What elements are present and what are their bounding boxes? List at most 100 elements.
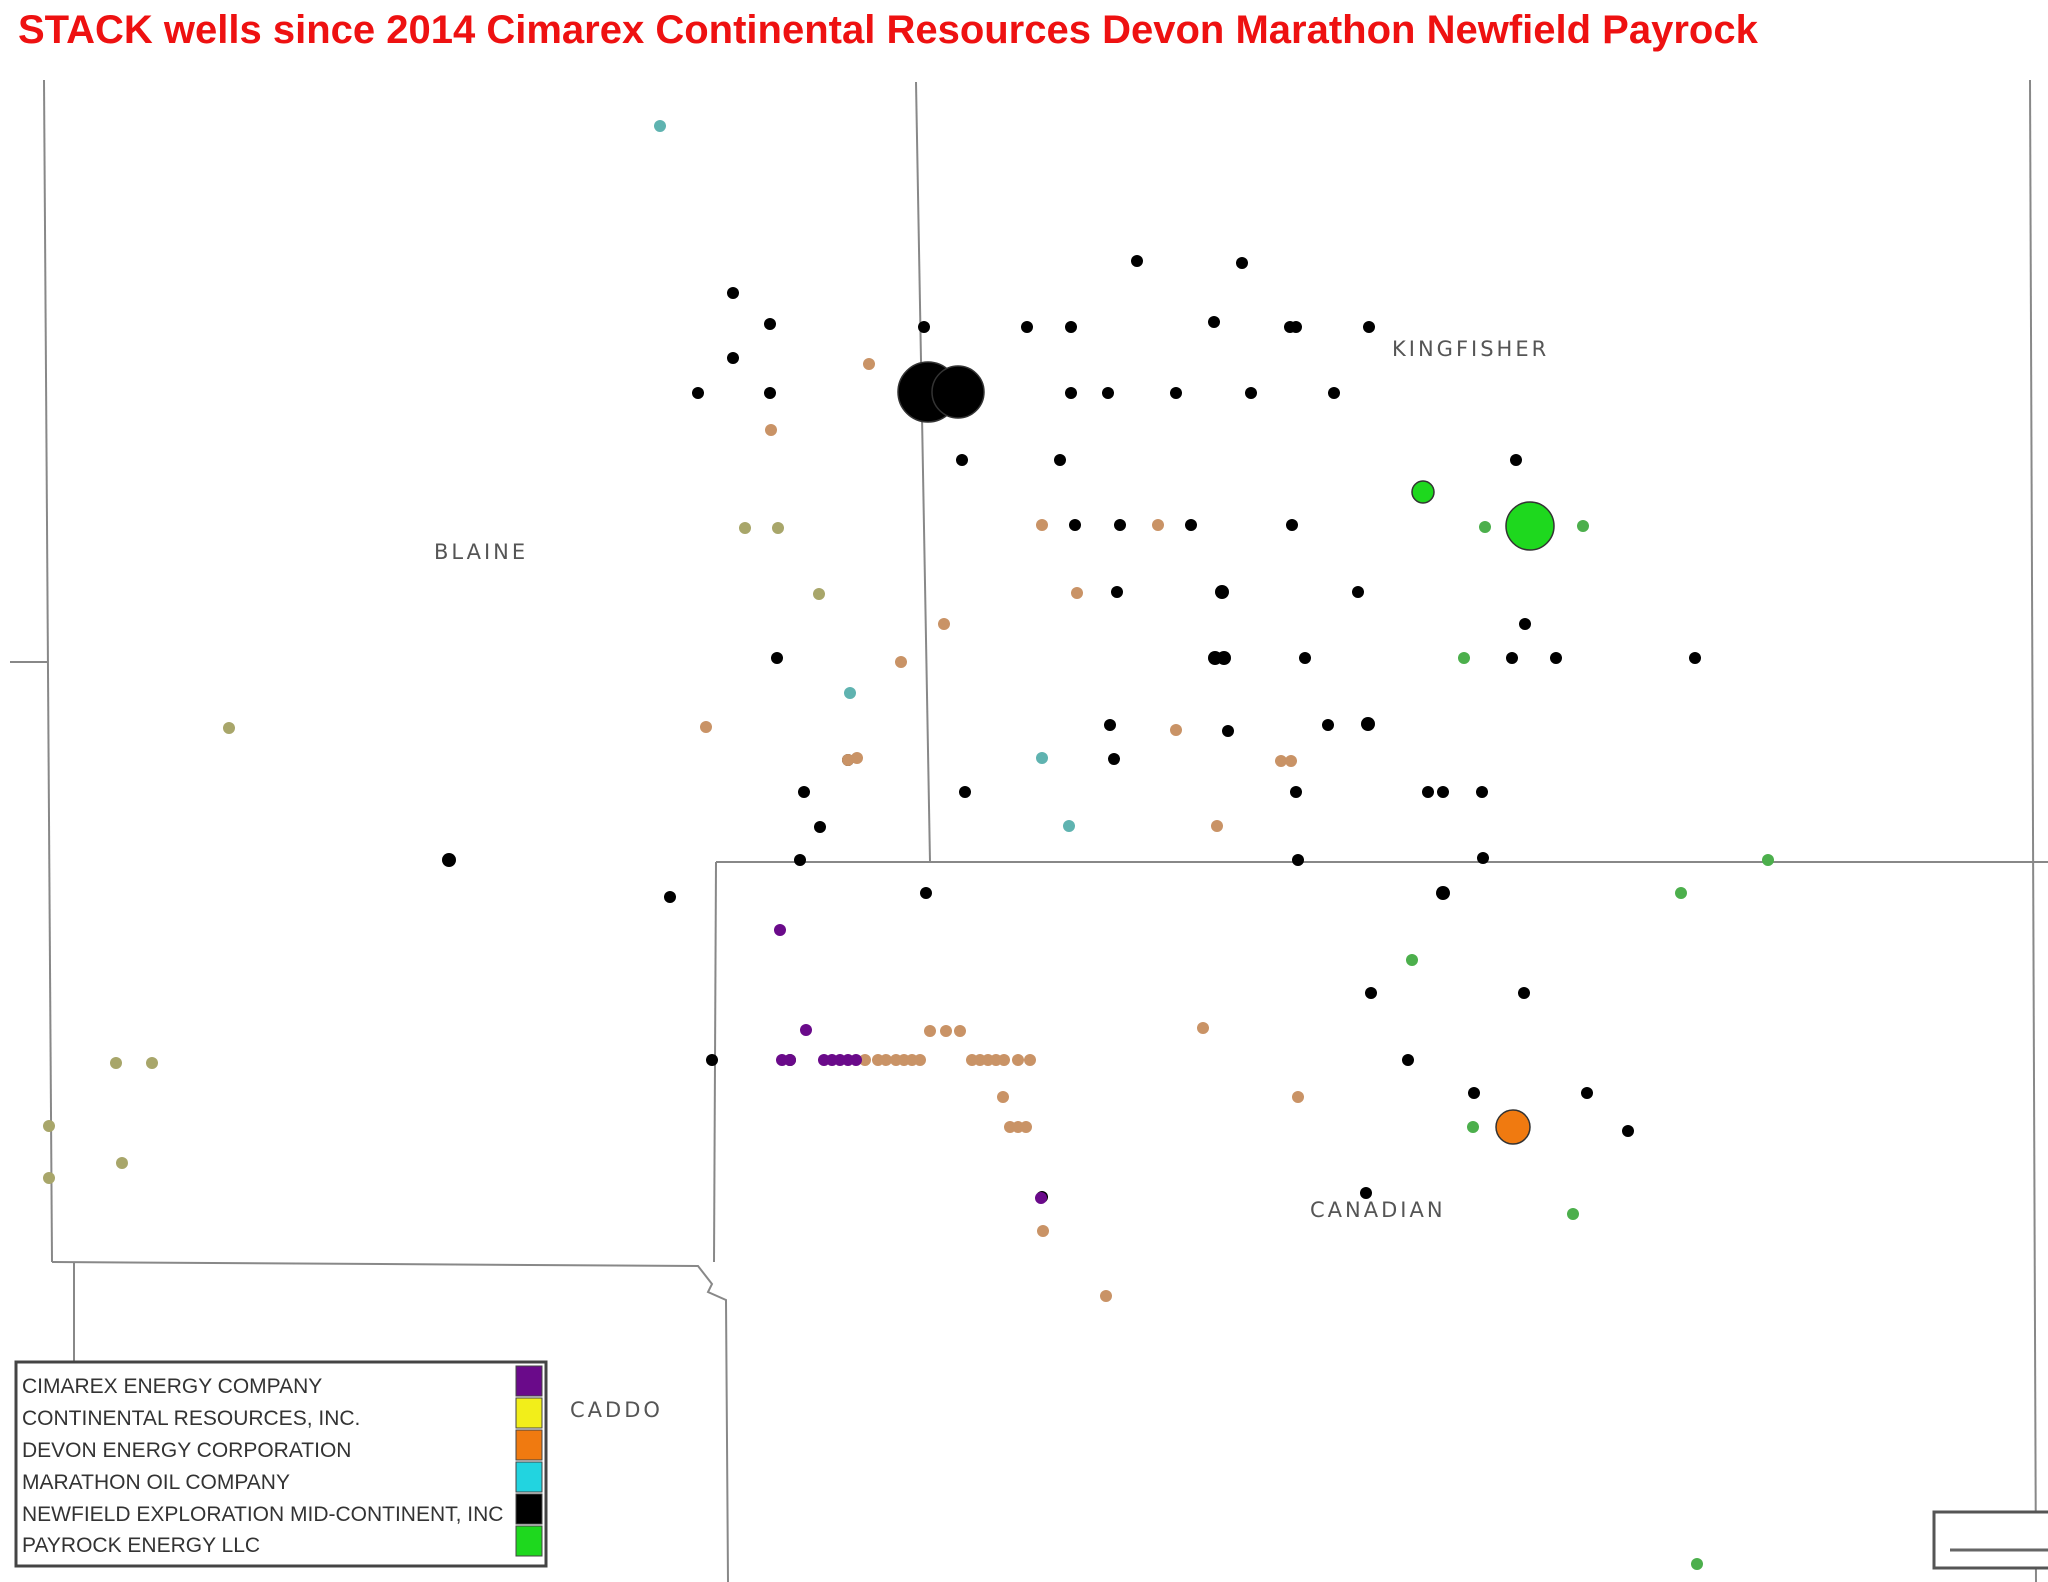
blaine-south-boundary <box>51 1261 729 1582</box>
well-marker-marathon <box>654 120 666 132</box>
well-marker-devon <box>1152 519 1164 531</box>
well-marker-newfield <box>814 821 826 833</box>
well-marker-newfield <box>1104 719 1116 731</box>
well-marker-newfield <box>1170 387 1182 399</box>
legend: CIMAREX ENERGY COMPANY CONTINENTAL RESOU… <box>14 1360 548 1568</box>
well-marker-payrock <box>1567 1208 1579 1220</box>
well-marker-payrock <box>1691 1558 1703 1570</box>
well-marker-newfield <box>1360 1187 1372 1199</box>
well-marker-devon <box>1275 755 1287 767</box>
legend-swatch-6 <box>515 1525 543 1557</box>
well-marker-devon <box>940 1025 952 1037</box>
legend-label-continental: CONTINENTAL RESOURCES, INC. <box>22 1407 360 1430</box>
well-marker-devon <box>765 424 777 436</box>
well-marker-newfield <box>1365 987 1377 999</box>
well-marker-continental <box>146 1057 158 1069</box>
well-marker-newfield <box>1322 719 1334 731</box>
well-marker-cimarex <box>800 1024 812 1036</box>
well-marker-newfield <box>1299 652 1311 664</box>
well-marker-newfield <box>959 786 971 798</box>
well-marker-newfield <box>764 387 776 399</box>
well-marker-continental <box>223 722 235 734</box>
well-marker-newfield <box>1236 257 1248 269</box>
well-marker-newfield <box>1290 786 1302 798</box>
well-marker-newfield <box>1437 786 1449 798</box>
county-label-kingfisher: KINGFISHER <box>1392 337 1549 361</box>
well-marker-newfield <box>1510 454 1522 466</box>
well-marker-newfield <box>442 853 456 867</box>
blaine-kingfisher-boundary <box>915 81 931 863</box>
well-marker-devon <box>1020 1121 1032 1133</box>
well-marker-devon <box>1211 820 1223 832</box>
legend-label-devon: DEVON ENERGY CORPORATION <box>22 1439 351 1462</box>
well-marker-cimarex <box>784 1054 796 1066</box>
legend-swatch-4 <box>515 1461 543 1493</box>
well-marker-newfield <box>1217 651 1231 665</box>
well-marker-newfield <box>1290 321 1302 333</box>
well-marker-devon <box>1071 587 1083 599</box>
well-marker-newfield <box>1468 1087 1480 1099</box>
well-marker-devon <box>1292 1091 1304 1103</box>
well-marker-devon <box>700 721 712 733</box>
well-marker-newfield <box>1689 652 1701 664</box>
well-marker-newfield <box>727 352 739 364</box>
well-marker-devon <box>914 1054 926 1066</box>
well-marker-newfield <box>1402 1054 1414 1066</box>
legend-swatch-5 <box>515 1493 543 1525</box>
well-marker-newfield <box>1519 618 1531 630</box>
well-marker-marathon <box>1063 820 1075 832</box>
well-marker-devon <box>998 1054 1010 1066</box>
county-labels: BLAINE KINGFISHER CANADIAN CADDO <box>434 337 1549 1422</box>
well-marker-newfield <box>1245 387 1257 399</box>
well-marker-newfield <box>1328 387 1340 399</box>
county-label-caddo: CADDO <box>570 1398 663 1422</box>
well-marker-newfield <box>1550 652 1562 664</box>
county-boundaries <box>10 79 2048 1582</box>
well-marker-newfield <box>771 652 783 664</box>
well-marker-payrock <box>1458 652 1470 664</box>
well-marker-newfield <box>706 1054 718 1066</box>
well-marker-newfield <box>1069 519 1081 531</box>
well-marker-newfield <box>1021 321 1033 333</box>
well-marker-devon <box>895 656 907 668</box>
legend-swatch-3 <box>515 1429 543 1461</box>
well-marker-devon <box>1037 1225 1049 1237</box>
well-marker-payrock <box>1467 1121 1479 1133</box>
well-marker-payrock <box>1406 954 1418 966</box>
well-marker-continental <box>43 1120 55 1132</box>
well-marker-newfield <box>727 287 739 299</box>
well-marker-devon <box>954 1025 966 1037</box>
scale-bar-box <box>1932 1510 2048 1570</box>
scale-bar <box>1932 1510 2048 1570</box>
well-marker-newfield <box>931 365 985 419</box>
well-marker-continental <box>739 522 751 534</box>
well-marker-newfield <box>664 891 676 903</box>
well-marker-devon <box>938 618 950 630</box>
legend-label-payrock: PAYROCK ENERGY LLC <box>22 1534 260 1557</box>
well-marker-payrock <box>1577 520 1589 532</box>
well-marker-newfield <box>1108 753 1120 765</box>
well-marker-continental <box>43 1172 55 1184</box>
well-marker-payrock <box>1479 521 1491 533</box>
well-marker-devon <box>880 1054 892 1066</box>
well-marker-newfield <box>764 318 776 330</box>
well-marker-devon <box>1285 755 1297 767</box>
well-marker-newfield <box>1518 987 1530 999</box>
well-marker-newfield <box>956 454 968 466</box>
well-marker-cimarex <box>850 1054 862 1066</box>
well-marker-newfield <box>1422 786 1434 798</box>
well-markers <box>43 120 1774 1570</box>
east-boundary <box>2029 79 2037 1582</box>
well-marker-devon <box>997 1091 1009 1103</box>
well-marker-newfield <box>920 887 932 899</box>
well-marker-newfield <box>1114 519 1126 531</box>
well-marker-devon <box>863 358 875 370</box>
well-marker-newfield <box>1352 586 1364 598</box>
well-marker-newfield <box>1436 886 1450 900</box>
well-marker-devon <box>1197 1022 1209 1034</box>
well-marker-payrock <box>1762 854 1774 866</box>
well-marker-devon <box>924 1025 936 1037</box>
well-marker-devon <box>1170 724 1182 736</box>
well-marker-continental <box>813 588 825 600</box>
